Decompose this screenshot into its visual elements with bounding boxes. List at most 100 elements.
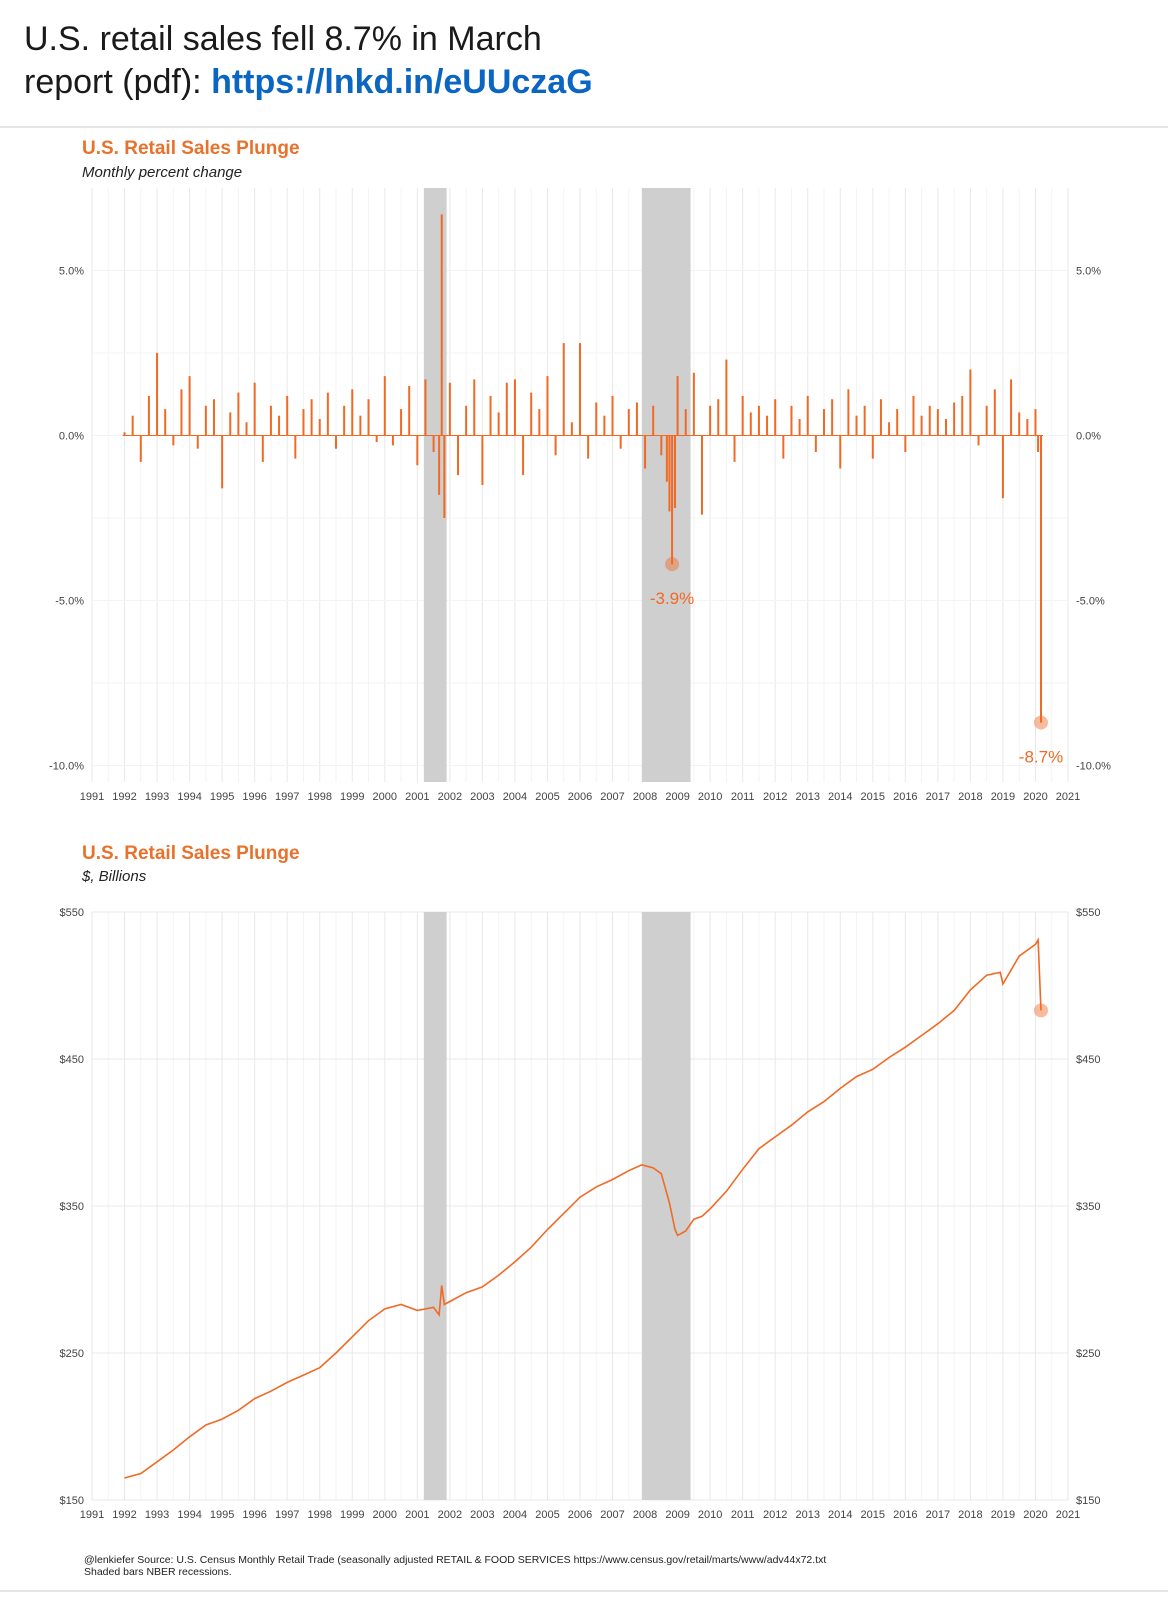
bar [806,395,809,436]
bar [440,214,443,436]
bar [847,389,850,436]
chart1-subtitle: Monthly percent change [82,164,243,181]
x-tick-label: 2005 [535,791,559,803]
bar [579,343,581,436]
bar [855,415,858,436]
x-tick-label: 1992 [112,1509,136,1521]
bar [188,376,191,436]
x-tick-label: 2015 [861,791,885,803]
bar [196,435,199,449]
bar [343,405,346,436]
bar [424,379,427,436]
bar [172,435,175,446]
bar [123,432,126,436]
bar [790,405,793,436]
annotation-label: -8.7% [1019,748,1063,767]
y-tick-label-right: $350 [1076,1201,1100,1213]
bar [131,415,134,436]
y-tick-label-left: $350 [60,1201,84,1213]
bar [400,409,403,436]
x-tick-label: 1994 [177,791,201,803]
x-tick-label: 2015 [861,1509,885,1521]
x-tick-label: 2002 [438,791,462,803]
x-tick-label: 2007 [600,1509,624,1521]
x-tick-label: 1996 [242,1509,266,1521]
bar [457,435,459,476]
bar [936,409,939,436]
x-tick-label: 1998 [307,1509,331,1521]
bar [985,405,988,436]
bar [489,395,492,436]
y-tick-label-left: $150 [60,1495,84,1507]
post-line-2-prefix: report (pdf): [24,63,212,101]
bar [977,435,980,446]
annotation-marker [665,557,680,572]
chart2-subtitle: $, Billions [82,868,147,885]
bar [562,343,565,436]
x-tick-label: 1995 [210,791,234,803]
bar [294,435,297,459]
bar [774,399,777,436]
y-tick-label-left: 0.0% [59,431,84,443]
x-tick-label: 2017 [926,791,950,803]
bar [733,435,736,462]
y-tick-label-left: $450 [60,1054,84,1066]
bar [692,372,695,436]
y-tick-label-right: -10.0% [1076,761,1111,773]
bar [652,405,655,436]
bar [741,395,744,436]
y-tick-label-right: 5.0% [1076,266,1101,278]
y-tick-label-left: -10.0% [49,761,84,773]
bar [839,435,842,469]
x-tick-label: 1991 [80,791,104,803]
bar [896,409,899,436]
bar [310,399,313,436]
bar [595,402,598,436]
chart2-title: U.S. Retail Sales Plunge [82,843,300,864]
y-tick-label-right: $150 [1076,1495,1100,1507]
bar [823,409,825,436]
bar [603,415,606,436]
post-link[interactable]: https://lnkd.in/eUUczaG [211,63,593,101]
y-tick-label-right: $550 [1076,907,1100,919]
x-tick-label: 2020 [1023,1509,1047,1521]
x-tick-label: 2007 [600,791,624,803]
bar [888,422,891,436]
y-tick-label-left: 5.0% [59,266,84,278]
bar [261,435,264,462]
bar [644,435,647,469]
x-tick-label: 1997 [275,1509,299,1521]
bar [668,435,671,512]
recession-band [641,912,691,1500]
x-tick-label: 1999 [340,1509,364,1521]
bar [481,435,484,485]
bar [538,409,541,436]
bar [831,399,834,436]
x-tick-label: 1997 [275,791,299,803]
bar [676,376,679,436]
bar [302,409,305,436]
bar [139,435,142,462]
x-tick-label: 2010 [698,1509,722,1521]
x-tick-label: 2001 [405,1509,429,1521]
source-line-1: @lenkiefer Source: U.S. Census Monthly R… [84,1554,827,1566]
bar [660,435,663,456]
x-tick-label: 2003 [470,1509,494,1521]
bar [513,379,516,436]
bar [928,405,931,436]
x-tick-label: 2014 [828,791,852,803]
bar [326,392,329,436]
bar [204,405,207,436]
y-tick-label-right: $450 [1076,1054,1100,1066]
post-text: U.S. retail sales fell 8.7% in March rep… [24,18,1144,104]
bar [416,435,419,466]
x-tick-label: 2021 [1056,1509,1080,1521]
y-tick-label-left: $550 [60,907,84,919]
bar [627,409,630,436]
bar [375,435,378,443]
x-tick-label: 2006 [568,1509,592,1521]
x-tick-label: 2008 [633,1509,657,1521]
bar [147,395,150,436]
x-tick-label: 2012 [763,791,787,803]
x-tick-label: 2012 [763,1509,787,1521]
